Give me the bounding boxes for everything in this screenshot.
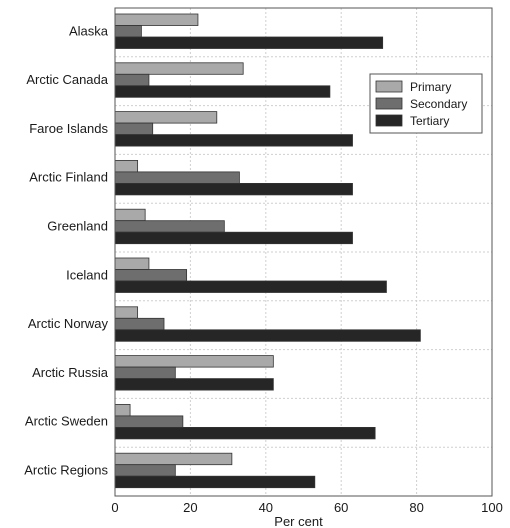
bar-primary-faroe-islands bbox=[114, 111, 218, 124]
legend: Primary Secondary Tertiary bbox=[369, 73, 483, 134]
legend-swatch-primary bbox=[375, 80, 403, 93]
x-tick-label: 60 bbox=[334, 500, 348, 515]
legend-label-tertiary: Tertiary bbox=[410, 114, 449, 128]
bar-tertiary-arctic-regions bbox=[114, 475, 316, 489]
bar-primary-arctic-canada bbox=[114, 62, 244, 75]
bar-secondary-arctic-finland bbox=[114, 171, 240, 184]
bar-tertiary-alaska bbox=[114, 36, 384, 49]
bar-secondary-arctic-norway bbox=[114, 317, 165, 331]
bar-tertiary-arctic-norway bbox=[114, 329, 421, 342]
legend-label-primary: Primary bbox=[410, 80, 451, 94]
category-label: Arctic Regions bbox=[24, 462, 108, 477]
bar-primary-arctic-sweden bbox=[114, 403, 131, 417]
x-tick-label: 100 bbox=[481, 500, 503, 515]
bar-primary-iceland bbox=[114, 257, 150, 270]
bar-primary-alaska bbox=[114, 13, 199, 26]
bar-tertiary-arctic-russia bbox=[114, 378, 274, 391]
category-label: Iceland bbox=[66, 267, 108, 282]
category-label: Arctic Canada bbox=[26, 72, 108, 87]
bar-secondary-iceland bbox=[114, 269, 188, 282]
bar-tertiary-arctic-canada bbox=[114, 85, 331, 98]
bar-secondary-alaska bbox=[114, 25, 142, 38]
bar-primary-arctic-norway bbox=[114, 306, 139, 319]
category-labels: Alaska Arctic Canada Faroe Islands Arctic F… bbox=[24, 23, 109, 477]
bar-secondary-arctic-sweden bbox=[114, 415, 184, 428]
bar-primary-arctic-finland bbox=[114, 159, 139, 173]
bar-secondary-arctic-canada bbox=[114, 73, 150, 87]
category-label: Arctic Russia bbox=[32, 365, 109, 380]
category-label: Greenland bbox=[47, 218, 108, 233]
legend-label-secondary: Secondary bbox=[410, 97, 467, 111]
x-tick-labels: 0 20 40 60 80 100 bbox=[111, 500, 502, 515]
category-label: Faroe Islands bbox=[29, 121, 108, 136]
bar-secondary-greenland bbox=[114, 220, 225, 233]
bar-tertiary-arctic-sweden bbox=[114, 426, 376, 440]
bar-secondary-arctic-russia bbox=[114, 366, 176, 380]
x-tick-label: 40 bbox=[259, 500, 273, 515]
bar-secondary-faroe-islands bbox=[114, 122, 154, 135]
bar-primary-arctic-regions bbox=[114, 452, 233, 466]
category-label: Arctic Finland bbox=[29, 170, 108, 185]
x-axis-title: Per cent bbox=[274, 514, 323, 528]
x-tick-label: 80 bbox=[409, 500, 423, 515]
bar-primary-greenland bbox=[114, 208, 146, 222]
category-label: Arctic Norway bbox=[28, 316, 109, 331]
bar-tertiary-arctic-finland bbox=[114, 182, 353, 196]
bar-tertiary-greenland bbox=[114, 231, 353, 245]
category-label: Alaska bbox=[69, 23, 109, 38]
bar-tertiary-iceland bbox=[114, 280, 387, 293]
bar-secondary-arctic-regions bbox=[114, 464, 176, 477]
bar-primary-arctic-russia bbox=[114, 355, 274, 368]
category-label: Arctic Sweden bbox=[25, 414, 108, 429]
legend-swatch-secondary bbox=[375, 97, 403, 110]
plot-frame bbox=[114, 7, 493, 497]
x-tick-label: 20 bbox=[183, 500, 197, 515]
bar-tertiary-faroe-islands bbox=[114, 134, 353, 147]
x-tick-label: 0 bbox=[111, 500, 118, 515]
legend-swatch-tertiary bbox=[375, 114, 403, 127]
